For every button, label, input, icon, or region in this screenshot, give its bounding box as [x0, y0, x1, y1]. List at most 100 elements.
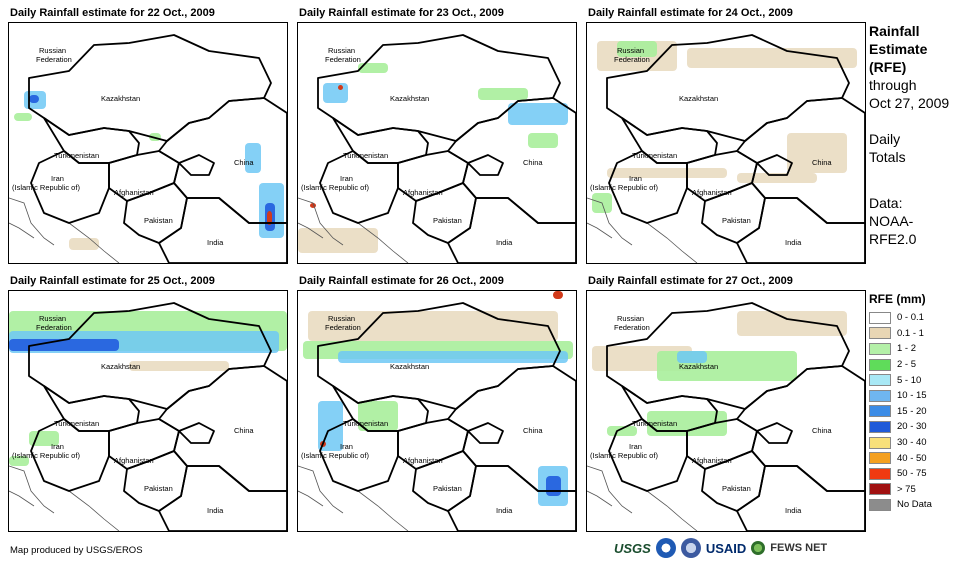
country-border	[467, 422, 504, 444]
country-label: (Islamic Republic of)	[12, 451, 80, 460]
legend-swatch	[869, 405, 891, 418]
country-label: (Islamic Republic of)	[12, 183, 80, 192]
country-label: (Islamic Republic of)	[590, 183, 658, 192]
rainfall-area	[647, 411, 727, 436]
coastline	[298, 197, 344, 246]
country-label: India	[785, 506, 802, 515]
coastline	[646, 222, 698, 263]
country-label: Iran	[629, 174, 642, 183]
legend-item: 10 - 15	[869, 388, 965, 404]
legend-label: 0 - 0.1	[897, 312, 924, 324]
legend-label: > 75	[897, 483, 916, 495]
country-label: China	[523, 426, 543, 435]
legend-item: 1 - 2	[869, 341, 965, 357]
country-border	[756, 422, 793, 444]
country-label: (Islamic Republic of)	[590, 451, 658, 460]
legend-item: 0.1 - 1	[869, 326, 965, 342]
country-label: Kazakhstan	[390, 362, 429, 371]
country-label: Russian	[39, 46, 66, 55]
rainfall-area	[553, 291, 563, 299]
legend-label: 15 - 20	[897, 405, 927, 417]
country-label: Pakistan	[722, 484, 751, 493]
country-border	[447, 197, 576, 263]
legend-label: 30 - 40	[897, 437, 927, 449]
country-label: Federation	[614, 323, 650, 332]
country-label: Pakistan	[722, 216, 751, 225]
legend-swatch	[869, 483, 891, 496]
map-frame: Russian Federation Kazakhstan Turkmenistan I…	[8, 290, 288, 532]
legend-item: 2 - 5	[869, 357, 965, 373]
coastline	[9, 197, 55, 246]
legend-swatch	[869, 452, 891, 465]
legend-swatch	[869, 327, 891, 340]
country-border	[608, 418, 688, 492]
map-panel: Daily Rainfall estimate for 22 Oct., 200…	[8, 5, 288, 264]
country-label: Russian	[617, 46, 644, 55]
country-label: Russian	[39, 314, 66, 323]
fews-globe-icon	[751, 541, 766, 555]
panel-title: Daily Rainfall estimate for 24 Oct., 200…	[588, 7, 793, 19]
rainfall-area	[14, 113, 32, 121]
description-period-line: Totals	[869, 149, 906, 165]
map-frame: Russian Federation Kazakhstan Turkmenistan I…	[297, 290, 577, 532]
country-label: Russian	[328, 314, 355, 323]
legend-swatch	[869, 498, 891, 511]
country-label: Turkmenistan	[632, 151, 677, 160]
map-credit: Map produced by USGS/EROS	[10, 545, 143, 556]
rainfall-area	[338, 85, 343, 90]
map-frame: Russian Federation Kazakhstan Turkmenistan I…	[586, 22, 866, 264]
rainfall-area	[358, 401, 398, 431]
country-label: Kazakhstan	[679, 94, 718, 103]
country-label: Federation	[325, 55, 361, 64]
country-border	[467, 154, 504, 176]
description-source-line: NOAA-	[869, 213, 914, 229]
country-label: (Islamic Republic of)	[301, 451, 369, 460]
country-label: Kazakhstan	[101, 362, 140, 371]
rainfall-area	[245, 143, 261, 173]
legend-title: RFE (mm)	[869, 292, 926, 306]
rainfall-area	[607, 426, 637, 436]
coastline	[9, 465, 55, 514]
description-period-line: Daily	[869, 131, 901, 147]
legend-label: 40 - 50	[897, 452, 927, 464]
rainfall-area	[787, 133, 847, 173]
legend-item: 50 - 75	[869, 466, 965, 482]
rainfall-area	[358, 63, 388, 73]
panel-title: Daily Rainfall estimate for 23 Oct., 200…	[299, 7, 504, 19]
rainfall-area	[617, 41, 657, 57]
description-title-line: Rainfall	[869, 23, 920, 39]
country-label: Kazakhstan	[390, 94, 429, 103]
legend-label: 0.1 - 1	[897, 327, 924, 339]
rainfall-area	[9, 456, 29, 466]
rainfall-area	[29, 95, 39, 103]
country-border	[756, 154, 793, 176]
country-label: Pakistan	[144, 484, 173, 493]
country-label: Kazakhstan	[101, 94, 140, 103]
legend-item: 0 - 0.1	[869, 310, 965, 326]
panel-title: Daily Rainfall estimate for 25 Oct., 200…	[10, 275, 215, 287]
rainfall-area	[546, 476, 561, 496]
legend-item: 20 - 30	[869, 419, 965, 435]
map-frame: Russian Federation Kazakhstan Turkmenistan I…	[586, 290, 866, 532]
country-label: Federation	[325, 323, 361, 332]
country-label: India	[207, 238, 224, 247]
country-label: Federation	[614, 55, 650, 64]
country-label: Iran	[340, 174, 353, 183]
noaa-logo-icon	[655, 538, 676, 558]
country-label: Iran	[51, 174, 64, 183]
description-source-line: Data:	[869, 195, 903, 211]
legend-label: 5 - 10	[897, 374, 922, 386]
map-frame: Russian Federation Kazakhstan Turkmenistan I…	[297, 22, 577, 264]
legend-label: 2 - 5	[897, 359, 917, 371]
legend-swatch	[869, 467, 891, 480]
coastline	[587, 222, 613, 239]
country-label: Afghanistan	[692, 188, 732, 197]
country-label: Russian	[328, 46, 355, 55]
country-label: Turkmenistan	[343, 151, 388, 160]
country-label: Turkmenistan	[54, 151, 99, 160]
country-label: Russian	[617, 314, 644, 323]
fews-net-logo: FEWS NET	[770, 542, 828, 554]
